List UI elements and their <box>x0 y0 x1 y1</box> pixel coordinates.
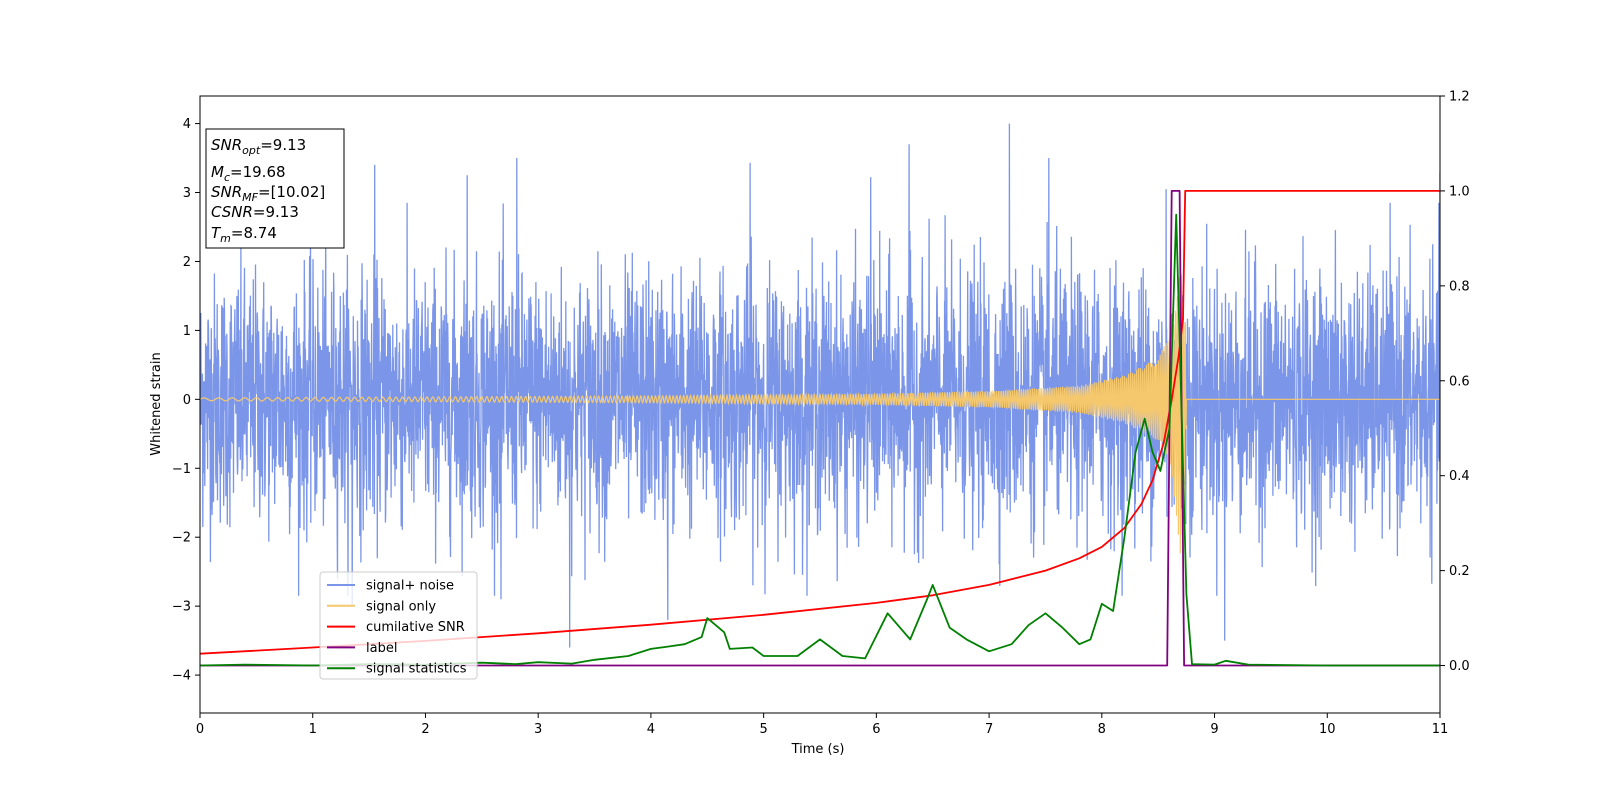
y-tick-label: 4 <box>183 117 191 132</box>
x-axis-label: Time (s) <box>791 742 845 757</box>
annotation-tm: Tm=8.74 <box>211 224 277 245</box>
legend-label: signal only <box>366 599 436 614</box>
x-tick-label: 1 <box>309 722 317 737</box>
x-tick-label: 6 <box>872 722 880 737</box>
y2-tick-label: 0.6 <box>1449 374 1470 389</box>
x-tick-label: 0 <box>196 722 204 737</box>
x-tick-label: 4 <box>647 722 655 737</box>
x-tick-label: 3 <box>534 722 542 737</box>
annotation-box: SNRopt=9.13 Mc=19.68 SNRMF=[10.02] CSNR=… <box>205 128 345 249</box>
y-tick-label: 2 <box>183 255 191 270</box>
x-tick-label: 2 <box>421 722 429 737</box>
y2-tick-label: 0.4 <box>1449 469 1470 484</box>
legend-label: signal+ noise <box>366 579 454 594</box>
series-layer <box>200 123 1440 667</box>
y2-tick-label: 0.0 <box>1449 659 1470 674</box>
series-labelline <box>200 190 1440 667</box>
y-tick-label: −3 <box>172 600 191 615</box>
x-tick-label: 9 <box>1210 722 1218 737</box>
legend-box <box>319 571 478 680</box>
y-tick-label: −4 <box>172 669 191 684</box>
y-tick-label: 3 <box>183 186 191 201</box>
annotation-snr-mf: SNRMF=[10.02] <box>211 183 325 204</box>
legend-label: cumilative SNR <box>366 620 465 635</box>
x-tick-label: 7 <box>985 722 993 737</box>
annotation-csnr: CSNR=9.13 <box>211 203 299 221</box>
x-tick-label: 8 <box>1098 722 1106 737</box>
legend-label: signal statistics <box>366 662 467 677</box>
y2-tick-label: 0.2 <box>1449 564 1470 579</box>
y-tick-label: −2 <box>172 531 191 546</box>
annotation-mc: Mc=19.68 <box>211 163 286 184</box>
y-tick-label: −1 <box>172 462 191 477</box>
y2-tick-label: 1.2 <box>1449 90 1470 105</box>
series-signal-only-line <box>200 274 1440 554</box>
x-tick-label: 10 <box>1319 722 1336 737</box>
y-tick-label: 0 <box>183 393 191 408</box>
x-tick-label: 11 <box>1432 722 1449 737</box>
y-tick-label: 1 <box>183 324 191 339</box>
series-signal-statisticsline <box>200 213 1440 667</box>
x-tick-label: 5 <box>759 722 767 737</box>
legend: signal+ noise signal only cumilative SNR la… <box>319 571 478 680</box>
y-axis-label: Whitened strain <box>149 352 164 455</box>
axes-layer: 0 1 2 3 4 5 6 7 8 9 10 11 −4 −3 −2 −1 0 1 2 3 4 0.0 0.2 0.4 0.6 0… <box>172 90 1470 738</box>
y2-tick-label: 0.8 <box>1449 279 1470 294</box>
annotation-snr-opt: SNRopt=9.13 <box>211 136 306 157</box>
legend-label: label <box>366 641 397 656</box>
y2-tick-label: 1.0 <box>1449 184 1470 199</box>
series-cumilative-snrline <box>200 190 1440 655</box>
plot-frame <box>199 95 1441 714</box>
